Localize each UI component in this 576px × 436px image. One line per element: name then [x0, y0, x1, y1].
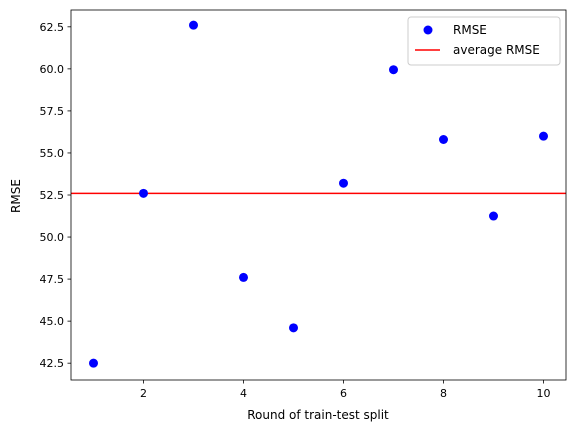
- y-tick-label: 55.0: [40, 147, 65, 160]
- x-tick-label: 2: [140, 387, 147, 400]
- legend-rmse-marker: [423, 25, 433, 35]
- y-tick-label: 60.0: [40, 63, 65, 76]
- legend: RMSE average RMSE: [407, 16, 561, 66]
- legend-rmse-label: RMSE: [453, 23, 487, 37]
- y-axis-label: RMSE: [9, 179, 23, 213]
- x-tick-label: 6: [340, 387, 347, 400]
- rmse-point-2: [139, 188, 148, 198]
- y-tick-label: 62.5: [40, 21, 65, 34]
- y-tick-label: 45.0: [40, 315, 65, 328]
- legend-box: [407, 16, 561, 66]
- rmse-point-10: [539, 131, 548, 141]
- x-tick-label: 10: [537, 387, 551, 400]
- x-tick-label: 8: [440, 387, 447, 400]
- rmse-point-1: [89, 358, 98, 368]
- rmse-point-5: [289, 323, 298, 333]
- x-axis-label: Round of train-test split: [247, 408, 389, 422]
- rmse-point-6: [339, 178, 348, 188]
- rmse-point-8: [439, 135, 448, 144]
- y-tick-label: 57.5: [40, 105, 65, 118]
- y-tick-label: 47.5: [40, 273, 65, 286]
- rmse-point-3: [189, 20, 198, 30]
- rmse-point-4: [239, 272, 248, 282]
- y-tick-label: 50.0: [40, 231, 65, 244]
- rmse-point-9: [489, 211, 498, 221]
- plot-layer: [71, 20, 566, 368]
- rmse-point-7: [389, 65, 398, 75]
- axes-layer: 2 4 6 8 10 42.5 45.0 47.5 50.0 52.5 55.0 57.5 60.0 62…: [40, 9, 567, 400]
- y-tick-label: 52.5: [40, 189, 65, 202]
- x-tick-label: 4: [240, 387, 247, 400]
- legend-average-label: average RMSE: [453, 43, 540, 57]
- y-tick-label: 42.5: [40, 357, 65, 370]
